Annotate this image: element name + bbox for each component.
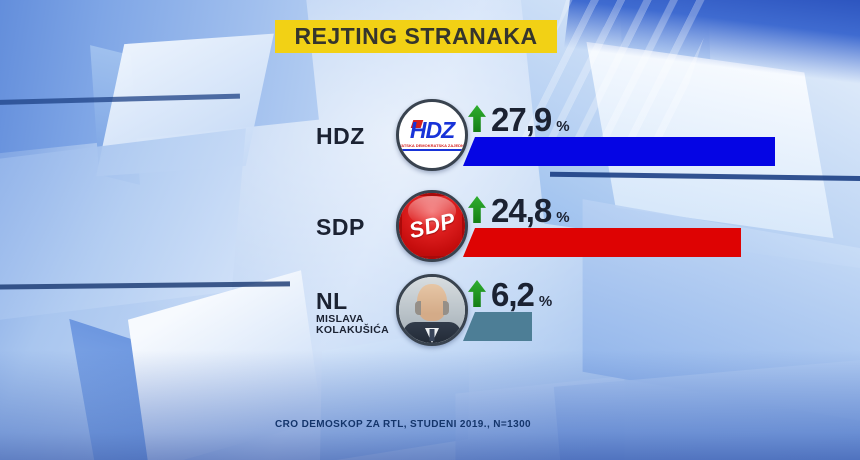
hdz-logo-inner: HDZ HRVATSKA DEMOKRATSKA ZAJEDNICA [399, 102, 465, 168]
bar-row-nl: NL MISLAVA KOLAKUŠIĆA 6,2 % [0, 274, 860, 366]
chart-title-banner: REJTING STRANAKA [275, 20, 557, 53]
sdp-value: 24,8 % [491, 194, 570, 228]
sdp-value-number: 24,8 [491, 192, 552, 229]
hdz-logo-wordmark: HDZ [409, 117, 455, 143]
sdp-row-label: SDP [316, 214, 365, 240]
nl-value: 6,2 % [491, 278, 552, 312]
nl-row-sublabel-1: MISLAVA [316, 313, 364, 325]
hdz-logo-subtext: HRVATSKA DEMOKRATSKA ZAJEDNICA [399, 143, 465, 151]
portrait-illustration [399, 277, 465, 343]
hdz-value-number: 27,9 [491, 101, 552, 138]
nl-bar [463, 312, 532, 341]
chart-title: REJTING STRANAKA [294, 23, 538, 49]
nl-row-label: NL [316, 288, 348, 314]
bar-row-hdz: HDZ HDZ HRVATSKA DEMOKRATSKA ZAJEDNICA 2… [0, 99, 860, 191]
hdz-percent-sign: % [556, 118, 570, 135]
mislav-kolakusic-photo [396, 274, 468, 346]
hdz-bar [463, 137, 775, 166]
portrait-hair [415, 301, 421, 315]
hdz-value: 27,9 % [491, 103, 570, 137]
bar-row-sdp: SDP SDP 24,8 % [0, 190, 860, 282]
source-line: CRO DEMOSKOP ZA RTL, STUDENI 2019., N=13… [274, 419, 532, 430]
hdz-logo: HDZ HRVATSKA DEMOKRATSKA ZAJEDNICA [396, 99, 468, 171]
sdp-logo: SDP [396, 190, 468, 262]
trend-up-arrow-icon [468, 280, 486, 307]
hdz-row-label: HDZ [316, 123, 365, 149]
nl-value-number: 6,2 [491, 276, 535, 313]
sdp-logo-gloss [408, 196, 456, 226]
portrait-head [417, 284, 447, 321]
nl-row-sublabel-2: KOLAKUŠIĆA [316, 324, 389, 336]
nl-percent-sign: % [538, 293, 553, 310]
sdp-logo-inner: SDP [399, 193, 465, 259]
sdp-bar [463, 228, 741, 257]
portrait-tie [429, 329, 435, 341]
trend-up-arrow-icon [468, 105, 486, 132]
trend-up-arrow-icon [468, 196, 486, 223]
portrait-hair [443, 301, 449, 315]
sdp-percent-sign: % [556, 209, 570, 226]
